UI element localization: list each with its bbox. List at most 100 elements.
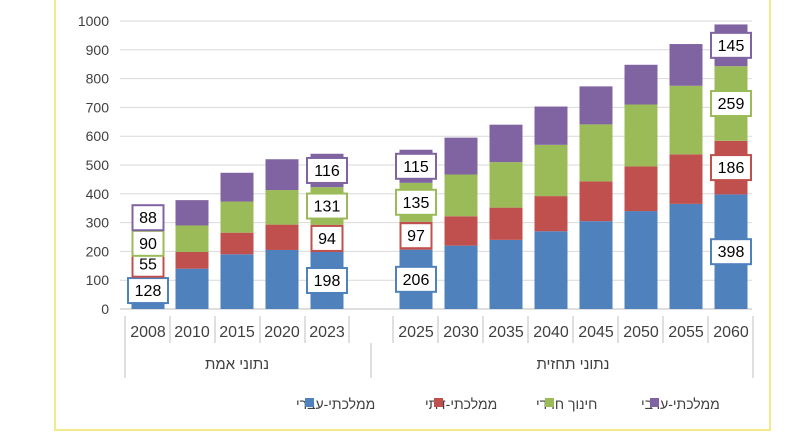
x-tick-label: 2015	[219, 324, 255, 341]
x-tick-label: 2060	[713, 324, 749, 341]
bar-segment	[489, 239, 523, 309]
bar-segment	[579, 86, 613, 125]
y-tick-label: 200	[86, 243, 110, 259]
data-label: 116	[314, 163, 340, 180]
bar-segment	[669, 203, 703, 309]
bar-segment	[220, 172, 254, 202]
legend-swatch	[545, 398, 554, 407]
x-tick-label: 2030	[443, 324, 479, 341]
legend-label: ממלכתי-ערבי	[641, 396, 720, 412]
data-label-box	[710, 90, 752, 118]
y-tick-label: 300	[86, 215, 110, 231]
x-tick-label: 2035	[488, 324, 524, 341]
bar-segment	[175, 225, 209, 252]
data-label-box	[306, 192, 348, 220]
data-label-box	[710, 154, 752, 182]
bar-segment	[220, 232, 254, 255]
data-label-box	[306, 156, 348, 184]
data-label: 186	[718, 160, 745, 177]
bar-segment	[624, 64, 658, 105]
y-tick-label: 0	[101, 301, 109, 317]
x-group-label: נתוני אמת	[205, 356, 269, 373]
x-tick-label: 2045	[578, 324, 614, 341]
data-label: 259	[718, 96, 745, 113]
bar-segment	[579, 124, 613, 182]
data-label-box	[399, 222, 433, 250]
bar-segment	[534, 144, 568, 197]
y-tick-label: 400	[86, 186, 110, 202]
legend-swatch	[434, 398, 443, 407]
x-tick-label: 2010	[174, 324, 210, 341]
bar-segment	[534, 196, 568, 232]
y-tick-label: 1000	[78, 13, 109, 29]
bar-segment	[489, 124, 523, 163]
legend-swatch	[305, 398, 314, 407]
data-label: 88	[139, 210, 157, 227]
x-tick-label: 2008	[130, 324, 166, 341]
data-label-box	[710, 31, 752, 59]
y-tick-label: 800	[86, 71, 110, 87]
x-tick-label: 2050	[623, 324, 659, 341]
bar-segment	[579, 221, 613, 309]
data-label-box	[395, 188, 437, 216]
bar-segment	[489, 162, 523, 208]
x-tick-label: 2040	[533, 324, 569, 341]
bar-segment	[265, 190, 299, 225]
bar-segment	[624, 104, 658, 167]
data-label: 206	[403, 272, 430, 289]
bar-segment	[489, 207, 523, 240]
y-tick-label: 700	[86, 99, 110, 115]
bar-segment	[624, 211, 658, 309]
bar-segment	[175, 251, 209, 269]
bar-segment	[265, 249, 299, 309]
y-tick-label: 900	[86, 42, 110, 58]
data-label: 398	[718, 244, 745, 261]
y-tick-label: 500	[86, 157, 110, 173]
x-group-label: נתוני תחזית	[536, 356, 609, 373]
data-label-box	[306, 266, 348, 294]
data-label: 90	[139, 236, 157, 253]
bar-segment	[579, 181, 613, 222]
data-label: 55	[139, 257, 157, 274]
data-label: 145	[718, 38, 745, 55]
data-label: 198	[314, 273, 341, 290]
legend-swatch	[650, 398, 659, 407]
bar-segment	[534, 231, 568, 309]
data-label: 97	[407, 228, 425, 245]
bar-segment	[669, 154, 703, 204]
data-label: 94	[318, 231, 336, 248]
data-label-box	[127, 277, 169, 305]
y-tick-label: 600	[86, 128, 110, 144]
x-tick-label: 2020	[264, 324, 300, 341]
legend-label: ממלכתי-דתי	[425, 396, 497, 412]
bar-segment	[175, 200, 209, 226]
data-label: 131	[314, 199, 341, 216]
x-tick-label: 2025	[398, 324, 434, 341]
bar-segment	[444, 174, 478, 217]
bar-segment	[444, 245, 478, 309]
bar-segment	[220, 201, 254, 233]
bar-segment	[444, 216, 478, 246]
legend-label: ממלכתי-עברי	[296, 396, 375, 412]
data-label: 115	[403, 159, 429, 176]
bar-segment	[624, 166, 658, 212]
data-label: 128	[135, 283, 162, 300]
bar-segment	[265, 224, 299, 250]
data-label-box	[395, 152, 437, 180]
bar-segment	[444, 137, 478, 175]
bar-segment	[669, 44, 703, 86]
x-tick-label: 2055	[668, 324, 704, 341]
data-label-box	[395, 265, 437, 293]
chart-frame	[54, 0, 771, 431]
bar-segment	[175, 268, 209, 309]
data-label: 135	[403, 195, 430, 212]
bar-segment	[265, 159, 299, 191]
bar-segment	[534, 106, 568, 145]
bar-segment	[669, 85, 703, 155]
y-tick-label: 100	[86, 272, 110, 288]
data-label-box	[131, 204, 165, 232]
x-tick-label: 2023	[309, 324, 345, 341]
data-label-box	[710, 238, 752, 266]
bar-segment	[220, 254, 254, 309]
